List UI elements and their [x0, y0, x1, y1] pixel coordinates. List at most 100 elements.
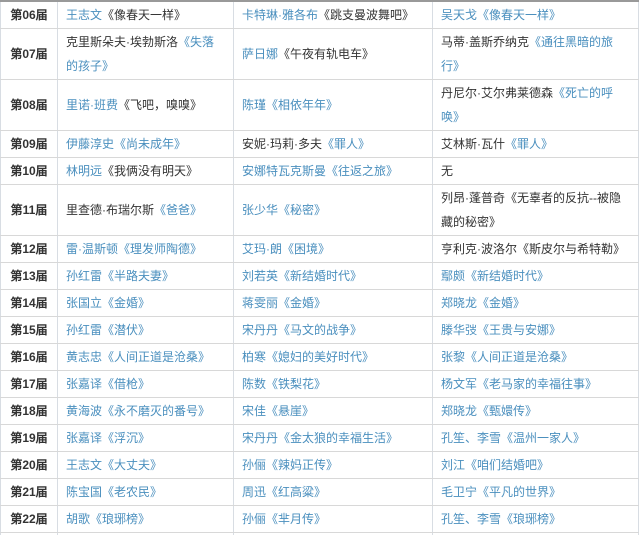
award-link[interactable]: 孔笙、李雪 — [441, 512, 502, 526]
award-link[interactable]: 《老马家的幸福往事》 — [477, 377, 598, 391]
award-link[interactable]: 王志文 — [66, 8, 103, 22]
award-link[interactable]: 郑晓龙 — [441, 404, 478, 418]
table-row: 第14届 张国立《金婚》 蒋雯丽《金婚》 郑晓龙《金婚》 — [0, 289, 639, 317]
award-link[interactable]: 《像春天一样》 — [477, 8, 562, 22]
award-link[interactable]: 《人间正道是沧桑》 — [465, 350, 574, 364]
award-link[interactable]: 《芈月传》 — [266, 512, 327, 526]
award-link[interactable]: 张黎 — [441, 350, 466, 364]
award-link[interactable]: 黄海波 — [66, 404, 103, 418]
award-link[interactable]: 张嘉译 — [66, 431, 103, 445]
award-link[interactable]: 《辣妈正传》 — [266, 458, 339, 472]
award-link[interactable]: 《死亡的呼唤》 — [441, 86, 614, 124]
award-link[interactable]: 《罪人》 — [322, 137, 371, 151]
award-cell: 卡特琳·雅各布《跳支曼波舞吧》 — [233, 0, 433, 29]
award-link[interactable]: 林明远 — [66, 164, 103, 178]
award-link[interactable]: 《大丈夫》 — [102, 458, 163, 472]
award-link[interactable]: 《往返之旅》 — [326, 164, 399, 178]
award-link[interactable]: 《相依年年》 — [266, 98, 339, 112]
award-link[interactable]: 孙俪 — [242, 512, 267, 526]
award-link[interactable]: 《半路夫妻》 — [102, 269, 175, 283]
award-link[interactable]: 雷·温斯顿 — [66, 242, 118, 256]
award-link[interactable]: 《悬崖》 — [266, 404, 315, 418]
award-link[interactable]: 《潜伏》 — [102, 323, 151, 337]
award-link[interactable]: 宋佳 — [242, 404, 267, 418]
award-link[interactable]: 张嘉译 — [66, 377, 103, 391]
award-link[interactable]: 孙红雷 — [66, 323, 103, 337]
award-link[interactable]: 《金婚》 — [102, 296, 151, 310]
award-link[interactable]: 萨日娜 — [242, 47, 279, 61]
table-row: 第20届 王志文《大丈夫》 孙俪《辣妈正传》 刘江《咱们结婚吧》 — [0, 451, 639, 479]
award-cell: 陈瑾《相依年年》 — [233, 79, 433, 131]
award-link[interactable]: 《媳妇的美好时代》 — [266, 350, 375, 364]
award-link[interactable]: 《马文的战争》 — [278, 323, 363, 337]
award-link[interactable]: 胡歌 — [66, 512, 91, 526]
award-link[interactable]: 艾玛·朗 — [242, 242, 282, 256]
award-link[interactable]: 吴天戈 — [441, 8, 478, 22]
award-link[interactable]: 《尚未成年》 — [114, 137, 187, 151]
award-link[interactable]: 《理发师陶德》 — [118, 242, 203, 256]
award-link[interactable]: 《爸爸》 — [154, 203, 203, 217]
award-link[interactable]: 张国立 — [66, 296, 103, 310]
award-link[interactable]: 陈瑾 — [242, 98, 267, 112]
award-link[interactable]: 柏寒 — [242, 350, 267, 364]
award-link[interactable]: 王志文 — [66, 458, 103, 472]
session-label: 第17届 — [0, 370, 58, 398]
award-link[interactable]: 《秘密》 — [278, 203, 327, 217]
award-link[interactable]: 《金太狼的幸福生活》 — [278, 431, 399, 445]
session-label: 第13届 — [0, 262, 58, 290]
award-cell: 黄海波《永不磨灭的番号》 — [57, 397, 234, 425]
award-text: 《我俩没有明天》 — [102, 164, 199, 178]
award-link[interactable]: 孙红雷 — [66, 269, 103, 283]
table-row: 第16届 黄志忠《人间正道是沧桑》 柏寒《媳妇的美好时代》 张黎《人间正道是沧桑》 — [0, 343, 639, 371]
award-link[interactable]: 《红高粱》 — [266, 485, 327, 499]
award-link[interactable]: 《琅琊榜》 — [501, 512, 562, 526]
award-link[interactable]: 《永不磨灭的番号》 — [102, 404, 211, 418]
award-link[interactable]: 《借枪》 — [102, 377, 151, 391]
award-link[interactable]: 《罪人》 — [505, 137, 554, 151]
award-link[interactable]: 《王贵与安娜》 — [477, 323, 562, 337]
award-cell: 陈宝国《老农民》 — [57, 478, 234, 506]
award-text: 艾林斯·瓦什 — [441, 137, 505, 151]
award-link[interactable]: 孙俪 — [242, 458, 267, 472]
award-link[interactable]: 《温州一家人》 — [501, 431, 586, 445]
award-link[interactable]: 张少华 — [242, 203, 279, 217]
award-link[interactable]: 伊藤淳史 — [66, 137, 115, 151]
award-link[interactable]: 《金婚》 — [477, 296, 526, 310]
award-link[interactable]: 《新结婚时代》 — [465, 269, 550, 283]
award-text: 无 — [441, 164, 454, 178]
award-link[interactable]: 刘若英 — [242, 269, 279, 283]
award-link[interactable]: 鄢颇 — [441, 269, 466, 283]
award-link[interactable]: 《新结婚时代》 — [278, 269, 363, 283]
award-link[interactable]: 孔笙、李雪 — [441, 431, 502, 445]
award-link[interactable]: 《琅琊榜》 — [90, 512, 151, 526]
award-link[interactable]: 宋丹丹 — [242, 431, 279, 445]
award-link[interactable]: 《浮沉》 — [102, 431, 151, 445]
award-link[interactable]: 安娜特瓦克斯曼 — [242, 164, 327, 178]
award-link[interactable]: 《老农民》 — [102, 485, 163, 499]
award-link[interactable]: 刘江 — [441, 458, 466, 472]
award-link[interactable]: 《甄嬛传》 — [477, 404, 538, 418]
award-link[interactable]: 《铁梨花》 — [266, 377, 327, 391]
award-link[interactable]: 卡特琳·雅各布 — [242, 8, 318, 22]
award-cell: 孙俪《辣妈正传》 — [233, 451, 433, 479]
award-link[interactable]: 毛卫宁 — [441, 485, 478, 499]
award-link[interactable]: 周迅 — [242, 485, 267, 499]
award-link[interactable]: 里诺·班费 — [66, 98, 118, 112]
award-link[interactable]: 黄志忠 — [66, 350, 103, 364]
award-link[interactable]: 《困境》 — [282, 242, 331, 256]
award-link[interactable]: 陈数 — [242, 377, 267, 391]
award-link[interactable]: 《平凡的世界》 — [477, 485, 562, 499]
award-link[interactable]: 宋丹丹 — [242, 323, 279, 337]
award-link[interactable]: 《金婚》 — [278, 296, 327, 310]
award-link[interactable]: 蒋雯丽 — [242, 296, 279, 310]
award-link[interactable]: 《人间正道是沧桑》 — [102, 350, 211, 364]
award-link[interactable]: 滕华弢 — [441, 323, 478, 337]
award-link[interactable]: 陈宝国 — [66, 485, 103, 499]
award-link[interactable]: 《通往黑暗的旅行》 — [441, 35, 614, 73]
session-label: 第08届 — [0, 79, 58, 131]
award-link[interactable]: 《失落的孩子》 — [66, 35, 215, 73]
award-link[interactable]: 杨文军 — [441, 377, 478, 391]
award-link[interactable]: 《咱们结婚吧》 — [465, 458, 550, 472]
award-link[interactable]: 郑晓龙 — [441, 296, 478, 310]
